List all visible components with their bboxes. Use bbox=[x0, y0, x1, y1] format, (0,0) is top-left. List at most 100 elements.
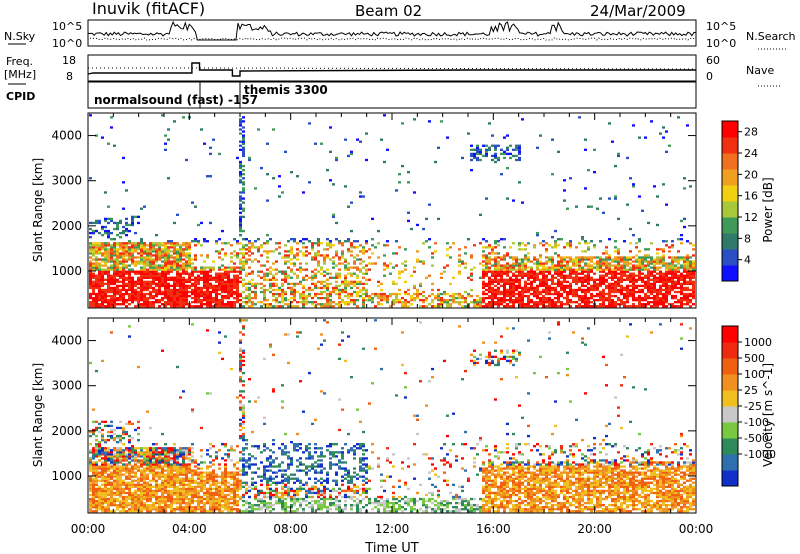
heatmap-cell bbox=[128, 335, 131, 338]
heatmap-cell bbox=[665, 268, 668, 271]
heatmap-cell bbox=[683, 292, 686, 296]
heatmap-cell bbox=[656, 288, 659, 292]
heatmap-cell bbox=[680, 296, 683, 300]
heatmap-cell bbox=[167, 459, 170, 462]
heatmap-cell bbox=[329, 240, 332, 243]
heatmap-cell bbox=[377, 301, 380, 304]
heatmap-cell bbox=[182, 270, 185, 273]
heatmap-cell bbox=[107, 252, 110, 255]
heatmap-cell bbox=[518, 156, 521, 160]
heatmap-cell bbox=[347, 205, 350, 208]
heatmap-cell bbox=[164, 296, 167, 300]
heatmap-cell bbox=[509, 288, 512, 292]
heatmap-cell bbox=[296, 268, 299, 271]
heatmap-cell bbox=[596, 264, 599, 267]
heatmap-cell bbox=[344, 286, 347, 290]
heatmap-cell bbox=[116, 497, 119, 501]
heatmap-cell bbox=[89, 284, 92, 288]
heatmap-cell bbox=[173, 252, 176, 255]
heatmap-cell bbox=[143, 477, 146, 480]
heatmap-cell bbox=[638, 301, 641, 304]
heatmap-cell bbox=[107, 451, 110, 454]
heatmap-cell bbox=[149, 252, 152, 255]
heatmap-cell bbox=[491, 252, 494, 255]
heatmap-cell bbox=[128, 438, 131, 442]
heatmap-cell bbox=[149, 242, 152, 245]
heatmap-cell bbox=[242, 207, 245, 210]
heatmap-cell bbox=[515, 276, 518, 279]
heatmap-cell bbox=[89, 497, 92, 501]
heatmap-cell bbox=[134, 473, 137, 476]
heatmap-cell bbox=[356, 292, 359, 296]
heatmap-cell bbox=[128, 246, 131, 249]
heatmap-cell bbox=[155, 278, 158, 281]
heatmap-cell bbox=[347, 248, 350, 251]
heatmap-cell bbox=[290, 292, 293, 296]
heatmap-cell bbox=[110, 463, 113, 466]
heatmap-cell bbox=[527, 272, 530, 275]
heatmap-cell bbox=[245, 248, 248, 251]
heatmap-cell bbox=[188, 280, 191, 284]
heatmap-cell bbox=[611, 282, 614, 286]
heatmap-cell bbox=[587, 262, 590, 265]
heatmap-cell bbox=[527, 252, 530, 255]
heatmap-cell bbox=[659, 260, 662, 263]
heatmap-cell bbox=[149, 244, 152, 247]
heatmap-cell bbox=[194, 244, 197, 247]
heatmap-cell bbox=[680, 305, 683, 308]
heatmap-cell bbox=[320, 292, 323, 296]
heatmap-cell bbox=[188, 264, 191, 267]
heatmap-cell bbox=[347, 282, 350, 286]
heatmap-cell bbox=[317, 296, 320, 300]
heatmap-cell bbox=[89, 305, 92, 308]
heatmap-cell bbox=[326, 244, 329, 247]
heatmap-cell bbox=[164, 473, 167, 476]
heatmap-cell bbox=[245, 258, 248, 261]
heatmap-cell bbox=[422, 301, 425, 304]
heatmap-cell bbox=[542, 262, 545, 265]
heatmap-cell bbox=[497, 305, 500, 308]
heatmap-cell bbox=[164, 303, 167, 306]
heatmap-cell bbox=[101, 282, 104, 286]
heatmap-cell bbox=[95, 262, 98, 265]
heatmap-cell bbox=[635, 260, 638, 263]
heatmap-cell bbox=[227, 294, 230, 298]
heatmap-cell bbox=[290, 286, 293, 290]
heatmap-cell bbox=[485, 258, 488, 261]
heatmap-cell bbox=[134, 449, 137, 452]
heatmap-cell bbox=[155, 495, 158, 499]
heatmap-cell bbox=[239, 248, 242, 251]
heatmap-cell bbox=[302, 254, 305, 257]
heatmap-cell bbox=[215, 284, 218, 288]
heatmap-cell bbox=[110, 231, 113, 235]
heatmap-cell bbox=[197, 242, 200, 245]
heatmap-cell bbox=[491, 282, 494, 286]
heatmap-cell bbox=[125, 481, 128, 484]
heatmap-cell bbox=[242, 150, 245, 154]
heatmap-cell bbox=[614, 240, 617, 243]
heatmap-cell bbox=[95, 487, 98, 491]
heatmap-cell bbox=[236, 290, 239, 294]
heatmap-cell bbox=[158, 503, 161, 507]
heatmap-cell bbox=[539, 303, 542, 306]
heatmap-cell bbox=[305, 301, 308, 304]
heatmap-cell bbox=[155, 453, 158, 456]
heatmap-cell bbox=[119, 471, 122, 474]
heatmap-cell bbox=[542, 296, 545, 300]
heatmap-cell bbox=[287, 286, 290, 290]
heatmap-cell bbox=[248, 258, 251, 261]
heatmap-cell bbox=[578, 288, 581, 292]
heatmap-cell bbox=[593, 298, 596, 302]
heatmap-cell bbox=[566, 242, 569, 245]
heatmap-cell bbox=[644, 280, 647, 284]
heatmap-cell bbox=[149, 447, 152, 450]
heatmap-cell bbox=[527, 288, 530, 292]
heatmap-cell bbox=[149, 459, 152, 462]
heatmap-cell bbox=[683, 225, 686, 229]
heatmap-cell bbox=[122, 301, 125, 304]
heatmap-cell bbox=[689, 288, 692, 292]
heatmap-cell bbox=[179, 248, 182, 251]
heatmap-cell bbox=[617, 282, 620, 286]
heatmap-cell bbox=[221, 276, 224, 279]
heatmap-cell bbox=[146, 465, 149, 468]
